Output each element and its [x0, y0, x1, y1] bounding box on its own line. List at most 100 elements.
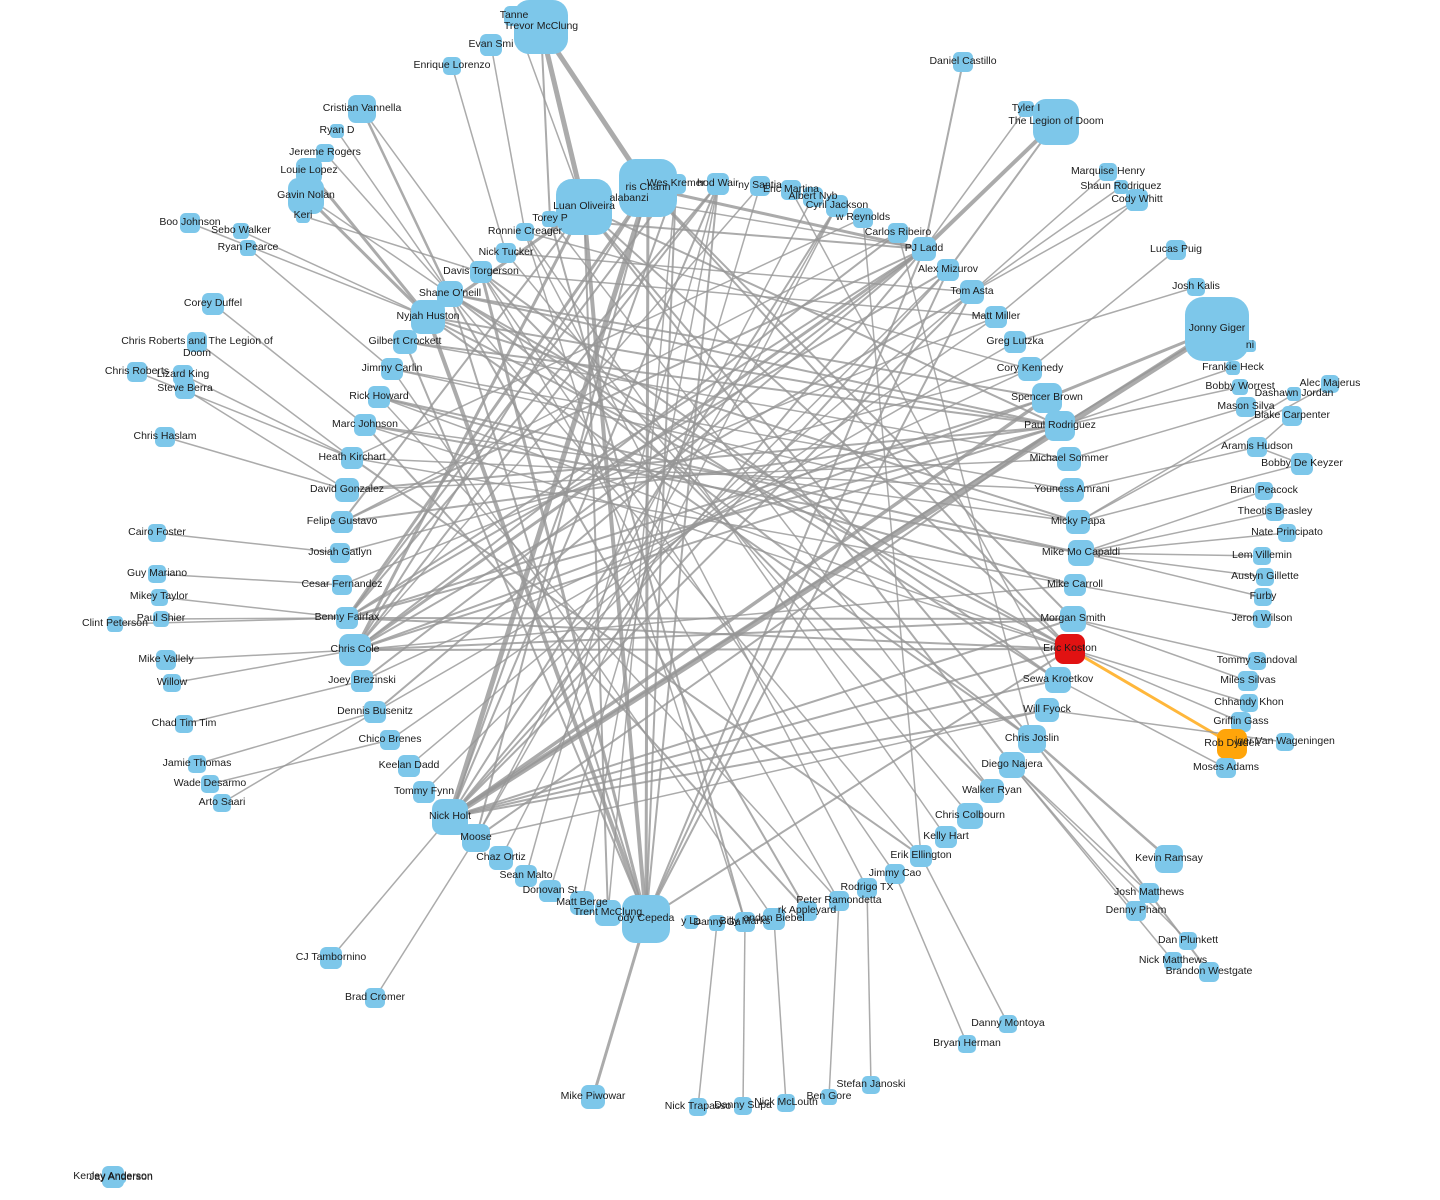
node-ishod-wair[interactable] [707, 173, 729, 195]
node-wade-desarmo[interactable] [201, 775, 219, 793]
node-paul-shier[interactable] [153, 611, 169, 627]
node-griffin-gass[interactable] [1231, 712, 1251, 732]
node-lucas-puig[interactable] [1166, 240, 1186, 260]
node-chaz-ortiz[interactable] [489, 846, 513, 870]
node-jimmy-carlin[interactable] [381, 358, 403, 380]
node-nick-holt[interactable] [432, 799, 468, 835]
node-moses-adams[interactable] [1216, 758, 1236, 778]
node-pj-ladd[interactable] [912, 237, 936, 261]
node-cody-cepeda[interactable] [622, 895, 670, 943]
node-josh-kalis[interactable] [1187, 278, 1205, 296]
node-austyn-gillette[interactable] [1256, 568, 1274, 586]
node-dashawn-jordan[interactable] [1287, 387, 1301, 401]
node-morgan-smith[interactable] [1060, 606, 1086, 632]
node-joey-brezinski[interactable] [351, 670, 373, 692]
node-kelly-hart[interactable] [935, 826, 957, 848]
node-chico-brenes[interactable] [380, 730, 400, 750]
node-sebo-walker[interactable] [233, 223, 249, 239]
node-aramis-hudson[interactable] [1247, 437, 1267, 457]
node-paul-rodriguez[interactable] [1045, 411, 1075, 441]
node-david-gonzalez[interactable] [335, 478, 359, 502]
node-daniel-castillo[interactable] [953, 52, 973, 72]
node-shaun-rodriquez[interactable] [1114, 180, 1128, 194]
node-wes-kremer[interactable] [666, 174, 686, 194]
node-kenny-anderson[interactable] [102, 1166, 124, 1188]
node-davis-torgerson[interactable] [470, 261, 492, 283]
node-tyler-i[interactable] [1018, 101, 1034, 117]
node-alex-mizurov[interactable] [937, 259, 959, 281]
node-evan-smi[interactable] [480, 34, 502, 56]
node-ronnie-creager[interactable] [516, 223, 534, 241]
node-gavin-nolan[interactable] [288, 178, 324, 214]
node-micky-papa[interactable] [1066, 510, 1090, 534]
node-furby[interactable] [1254, 588, 1272, 606]
node-danny-ga[interactable] [709, 915, 725, 931]
node-chhandy-khon[interactable] [1240, 694, 1258, 712]
node-clint-peterson[interactable] [107, 616, 123, 632]
node-rodrigo-tx[interactable] [857, 878, 877, 898]
node-manny-santia[interactable] [750, 176, 770, 196]
node-miles-silvas[interactable] [1238, 671, 1258, 691]
node-boo-johnson[interactable] [180, 213, 200, 233]
node-josh-matthews[interactable] [1139, 883, 1159, 903]
node-ryan-d[interactable] [330, 124, 344, 138]
node-peter-ramondetta[interactable] [829, 891, 849, 911]
node-stefan-janoski[interactable] [862, 1076, 880, 1094]
node-brandon-biebel[interactable] [763, 908, 785, 930]
node-chris-roberts-lod[interactable] [187, 332, 207, 352]
node-carlos-ribeiro[interactable] [888, 223, 908, 243]
node-felipe-gustavo[interactable] [331, 511, 353, 533]
node-cj-tambornino[interactable] [320, 947, 342, 969]
node-marquise-henry[interactable] [1099, 163, 1117, 181]
node-dennis-busenitz[interactable] [364, 701, 386, 723]
node-chris-cole[interactable] [339, 634, 371, 666]
node-bobby-de-keyzer[interactable] [1291, 453, 1313, 475]
node-corey-duffel[interactable] [202, 293, 224, 315]
node-trent-mcclung[interactable] [595, 900, 621, 926]
node-mike-mo-capaldi[interactable] [1068, 540, 1094, 566]
node-dan-plunkett[interactable] [1179, 932, 1197, 950]
node-youness-amrani[interactable] [1060, 478, 1084, 502]
node-van-wageningen[interactable] [1276, 733, 1294, 751]
node-gilbert-crockett[interactable] [393, 330, 417, 354]
node-jeron-wilson[interactable] [1253, 610, 1271, 628]
node-mike-carroll[interactable] [1064, 574, 1086, 596]
node-bobby-worrest[interactable] [1232, 379, 1248, 395]
node-y-la[interactable] [684, 915, 698, 929]
node-danny-montoya[interactable] [999, 1015, 1017, 1033]
node-matt-berger[interactable] [570, 891, 594, 915]
node-brandon-westgate[interactable] [1199, 962, 1219, 982]
node-sewa-kroetkov[interactable] [1045, 667, 1071, 693]
node-chris-joslin[interactable] [1018, 725, 1046, 753]
node-diego-najera[interactable] [999, 752, 1025, 778]
node-enrique-lorenzo[interactable] [443, 57, 461, 75]
node-chad-tim-tim[interactable] [175, 715, 193, 733]
node-chris-colbourn[interactable] [957, 803, 983, 829]
node-nyjah-huston[interactable] [411, 300, 445, 334]
node-kevin-ramsay[interactable] [1155, 845, 1183, 873]
node-rob-dyrdek[interactable] [1217, 729, 1247, 759]
node-marc-johnson[interactable] [354, 414, 376, 436]
node-sean-malto[interactable] [515, 865, 537, 887]
node-mike-piwowar[interactable] [581, 1085, 605, 1109]
node-greg-lutzka[interactable] [1004, 331, 1026, 353]
node-luan-oliveira[interactable] [556, 179, 612, 235]
node-tom-asta[interactable] [960, 280, 984, 304]
node-chris-roberts[interactable] [127, 362, 147, 382]
node-arto-saari[interactable] [213, 794, 231, 812]
node-eric-koston[interactable] [1055, 634, 1085, 664]
node-josiah-gatlyn[interactable] [330, 543, 350, 563]
node-jimmy-cao[interactable] [885, 864, 905, 884]
node-jereme-rogers[interactable] [316, 144, 334, 162]
node-danny-supa[interactable] [734, 1097, 752, 1115]
node-will-fyock[interactable] [1035, 698, 1059, 722]
node-theotis-beasley[interactable] [1266, 503, 1284, 521]
node-trevor-mcclung[interactable] [514, 0, 568, 54]
node-spencer-brown[interactable] [1032, 383, 1062, 413]
node-rick-howard[interactable] [368, 386, 390, 408]
node-mark-appleyard[interactable] [797, 901, 817, 921]
node-ben-gore[interactable] [821, 1089, 837, 1105]
node-mason-silva[interactable] [1236, 397, 1256, 417]
node-steve-berra[interactable] [175, 379, 195, 399]
node-guy-mariano[interactable] [148, 565, 166, 583]
